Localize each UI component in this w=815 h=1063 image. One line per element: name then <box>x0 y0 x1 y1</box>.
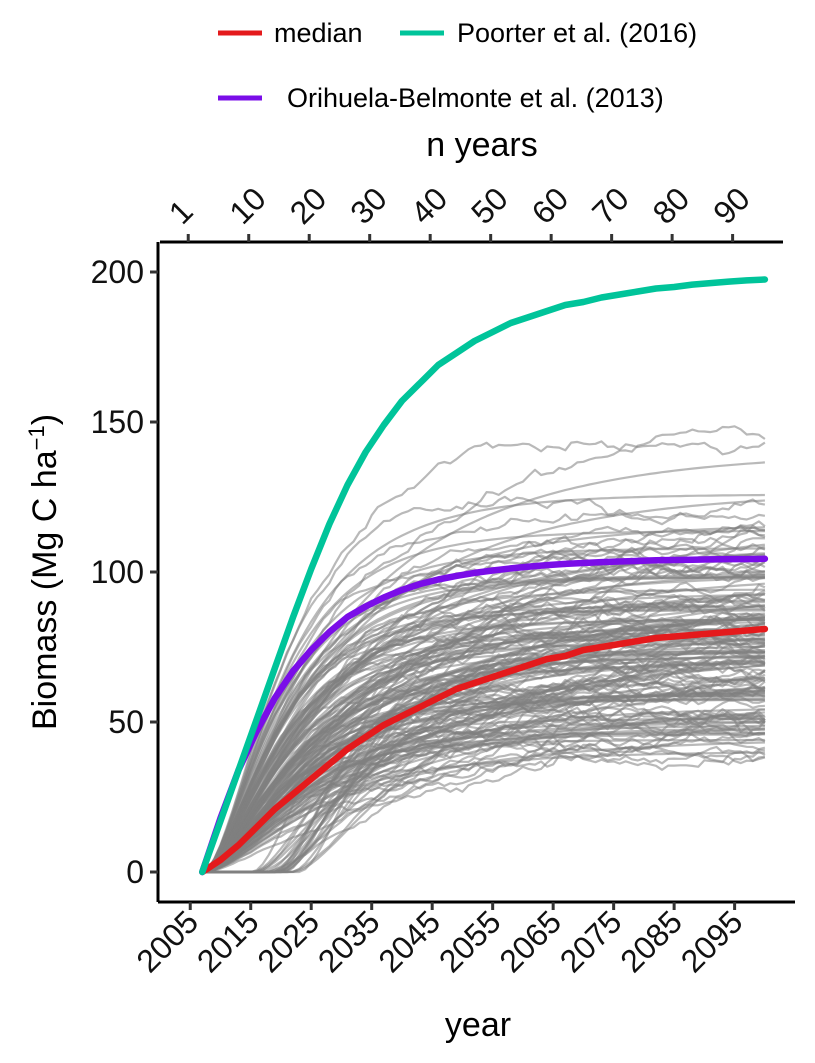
top-tick-label: 90 <box>706 180 757 231</box>
ensemble-line <box>201 598 766 873</box>
ensemble-lines <box>201 425 766 874</box>
y-axis-title-close: ) <box>26 414 64 425</box>
median-line <box>199 625 769 876</box>
top-tick-label: 10 <box>222 180 273 231</box>
top-tick-label: 70 <box>585 180 636 231</box>
top-tick-label: 1 <box>162 193 200 231</box>
top-tick-label: 20 <box>283 180 334 231</box>
ensemble-line <box>201 662 766 874</box>
ensemble-line <box>202 591 766 874</box>
ensemble-line <box>201 576 766 874</box>
x-tick-label: 2045 <box>371 903 447 979</box>
legend-label-poorter: Poorter et al. (2016) <box>457 18 697 48</box>
ensemble-line <box>201 520 766 874</box>
x-tick-label: 2005 <box>129 903 205 979</box>
y-tick-label: 0 <box>126 854 144 890</box>
x-tick-label: 2055 <box>432 903 508 979</box>
ensemble-line <box>202 706 766 874</box>
y-tick-label: 200 <box>91 254 144 290</box>
y-tick-label: 150 <box>91 404 144 440</box>
ensemble-line <box>202 621 766 874</box>
top-tick-label: 60 <box>525 180 576 231</box>
ensemble-line <box>201 560 766 873</box>
x-tick-label: 2015 <box>190 903 266 979</box>
x-tick-label: 2025 <box>250 903 326 979</box>
ensemble-line <box>202 658 766 874</box>
ensemble-line <box>201 593 765 874</box>
ensemble-line <box>202 635 766 874</box>
y-axis-title-main: Biomass (Mg C ha <box>26 450 64 730</box>
ensemble-line <box>201 549 766 873</box>
series-lines <box>199 276 769 876</box>
x-tick-label: 2085 <box>613 903 689 979</box>
top-tick-label: 50 <box>464 180 515 231</box>
ensemble-line <box>202 741 765 874</box>
y-tick-label: 50 <box>108 704 144 740</box>
orihuela-line <box>199 555 769 876</box>
ensemble-line <box>202 528 766 874</box>
y-axis-title-exponent: −1 <box>24 425 49 450</box>
ensemble-line <box>202 628 765 874</box>
ensemble-line <box>201 618 765 874</box>
y-tick-label: 100 <box>91 554 144 590</box>
poorter-line <box>199 276 769 876</box>
ensemble-line <box>202 676 765 874</box>
legend-label-median: median <box>274 18 363 48</box>
ensemble-line <box>201 583 766 874</box>
x-tick-label: 2035 <box>311 903 387 979</box>
x-tick-label: 2095 <box>674 903 750 979</box>
ensemble-line <box>201 495 766 873</box>
ensemble-line <box>201 570 766 874</box>
ensemble-line <box>201 493 765 873</box>
ensemble-line <box>201 529 765 873</box>
legend-label-orihuela: Orihuela-Belmonte et al. (2013) <box>287 83 664 113</box>
x-tick-label: 2075 <box>553 903 629 979</box>
ensemble-line <box>201 650 765 874</box>
top-tick-label: 30 <box>343 180 394 231</box>
ensemble-line <box>202 750 766 874</box>
y-axis-title: Biomass (Mg C ha−1) <box>24 414 65 730</box>
legend: median Poorter et al. (2016) Orihuela-Be… <box>218 18 697 113</box>
x-tick-label: 2065 <box>492 903 568 979</box>
top-axis-title: n years <box>426 126 538 164</box>
ensemble-line <box>202 638 766 874</box>
ensemble-line <box>202 686 765 874</box>
ensemble-line <box>201 698 765 874</box>
top-tick-label: 80 <box>646 180 697 231</box>
top-tick-label: 40 <box>404 180 455 231</box>
x-axis-title: year <box>445 1006 511 1044</box>
